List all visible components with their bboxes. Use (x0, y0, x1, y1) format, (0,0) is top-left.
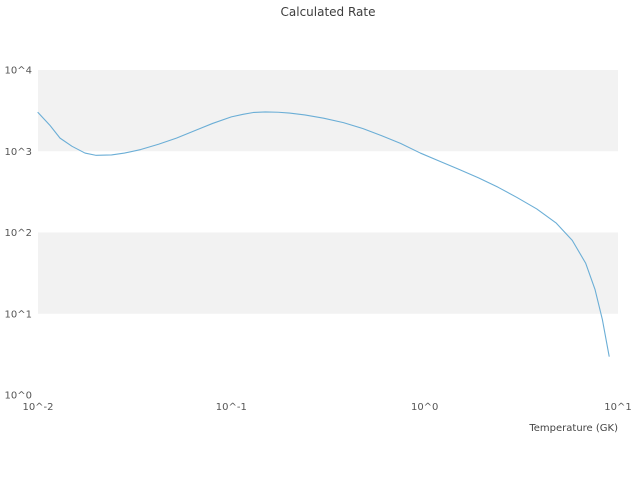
y-tick-label: 10^1 (5, 309, 32, 320)
x-axis-label: Temperature (GK) (528, 423, 618, 434)
grid-band (38, 70, 618, 152)
grid-band (38, 232, 618, 314)
y-tick-label: 10^3 (5, 147, 32, 158)
series-line (37, 111, 610, 357)
y-tick-label: 10^4 (5, 66, 32, 77)
grid-bands (38, 70, 618, 314)
y-tick-label: 10^0 (5, 391, 32, 402)
x-tick-label: 10^-1 (216, 402, 247, 413)
series-lines (37, 111, 610, 357)
x-tick-label: 10^0 (411, 402, 438, 413)
y-axis-ticks: 10^0 10^1 10^2 10^3 10^4 (5, 66, 32, 402)
chart-title: Calculated Rate (281, 5, 376, 19)
x-axis-ticks: 10^-2 10^-1 10^0 10^1 (22, 402, 631, 413)
x-tick-label: 10^1 (604, 402, 631, 413)
y-tick-label: 10^2 (5, 228, 32, 239)
x-tick-label: 10^-2 (22, 402, 53, 413)
